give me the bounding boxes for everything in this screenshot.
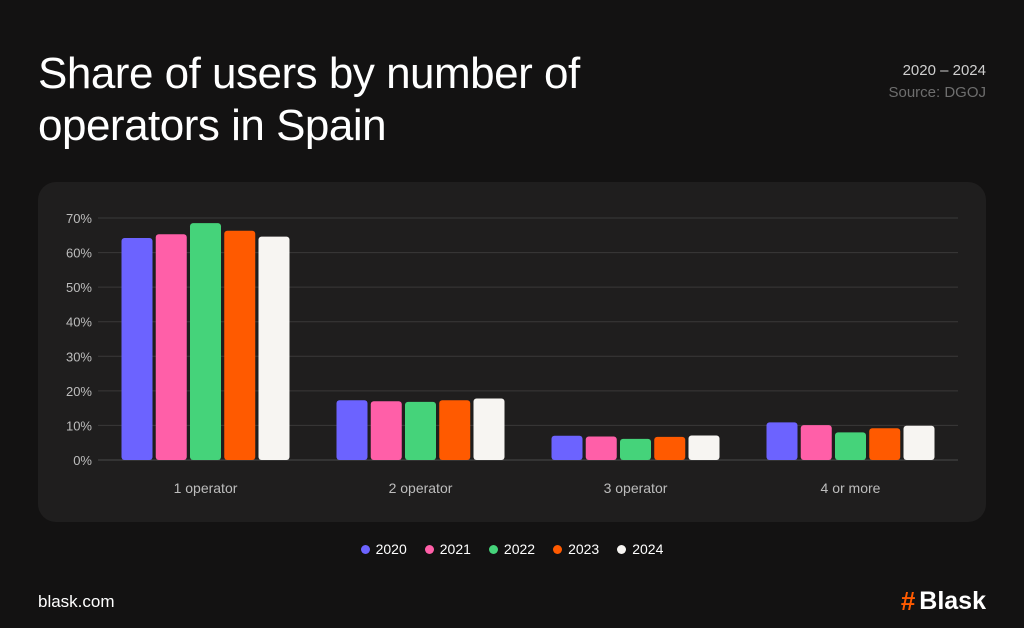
- y-tick-label: 0%: [73, 453, 92, 468]
- footer-url[interactable]: blask.com: [38, 592, 115, 611]
- brand-name: Blask: [919, 587, 986, 615]
- chart-panel: 0% 10% 20% 30% 40% 50% 60% 70% 1 operator 2 opera…: [38, 182, 986, 522]
- y-tick-label: 20%: [66, 384, 92, 399]
- legend-dot-icon: [488, 544, 498, 554]
- legend-item-2020: 2020: [360, 541, 407, 557]
- bar-2020: [121, 238, 153, 460]
- y-tick-label: 30%: [66, 349, 92, 364]
- bar-2020: [336, 400, 368, 460]
- brand-hash-icon: #: [900, 586, 916, 616]
- legend-dot-icon: [424, 544, 434, 554]
- bar-2021: [585, 436, 617, 460]
- legend-label: 2022: [503, 541, 536, 557]
- bar-2024: [903, 425, 935, 460]
- source-note: Source: DGOJ: [888, 84, 986, 101]
- chart-meta: 2020 – 2024 Source: DGOJ: [888, 60, 986, 104]
- y-tick-label: 50%: [66, 280, 92, 295]
- legend-dot-icon: [553, 544, 563, 554]
- bar-2024: [688, 435, 720, 460]
- x-tick-label: 2 operator: [389, 480, 453, 496]
- bar-2021: [155, 234, 187, 460]
- y-tick-label: 60%: [66, 246, 92, 261]
- bar-2021: [800, 425, 832, 460]
- legend-label: 2023: [568, 541, 600, 557]
- bar-2022: [190, 223, 221, 460]
- x-tick-label: 1 operator: [174, 480, 238, 496]
- legend-label: 2021: [439, 541, 471, 557]
- legend-dot-icon: [617, 544, 627, 554]
- bar-2020: [551, 435, 583, 460]
- legend-dot-icon: [360, 544, 370, 554]
- y-tick-label: 10%: [66, 418, 92, 433]
- bar-2022: [620, 438, 651, 460]
- bar-2024: [258, 236, 290, 460]
- bar-2023: [439, 400, 471, 460]
- chart-title: Share of users by number of operators in…: [38, 49, 580, 150]
- legend-item-2023: 2023: [553, 541, 599, 557]
- bar-2023: [869, 428, 901, 460]
- x-tick-label: 4 or more: [821, 480, 881, 496]
- bar-2022: [835, 432, 866, 460]
- legend-label: 2024: [632, 541, 664, 557]
- y-tick-label: 70%: [66, 211, 92, 226]
- bar-2022: [405, 401, 436, 460]
- bar-chart: 0% 10% 20% 30% 40% 50% 60% 70% 1 operator 2 opera…: [66, 211, 958, 496]
- legend-item-2024: 2024: [617, 541, 663, 557]
- y-tick-label: 40%: [66, 315, 92, 330]
- legend-item-2022: 2022: [488, 541, 536, 557]
- brand-logo: # Blask: [901, 586, 986, 616]
- bar-2023: [654, 436, 686, 460]
- legend-label: 2020: [375, 541, 407, 557]
- legend-item-2021: 2021: [424, 541, 471, 557]
- year-range: 2020 – 2024: [902, 62, 986, 79]
- x-tick-label: 3 operator: [604, 480, 668, 496]
- bar-2024: [473, 398, 505, 460]
- chart-legend: 2020 2021 2022 2023 2024: [0, 541, 1024, 557]
- bar-2023: [224, 230, 256, 460]
- bar-2020: [766, 422, 798, 460]
- bar-2021: [370, 401, 402, 460]
